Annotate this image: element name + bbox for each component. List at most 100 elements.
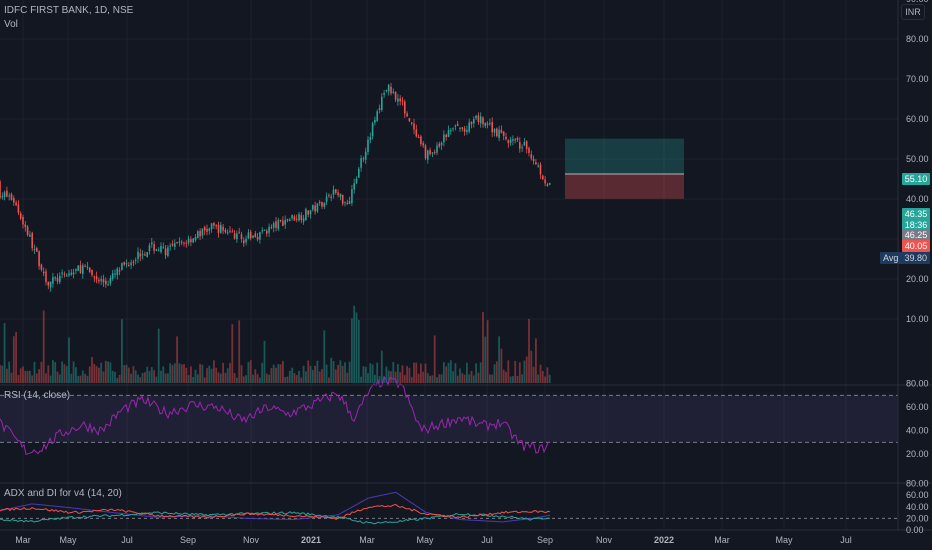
adx-line[interactable] bbox=[0, 491, 551, 523]
volume-bar bbox=[15, 332, 17, 383]
adx-title[interactable]: ADX and DI for v4 (14, 20) bbox=[4, 488, 122, 499]
candle-body bbox=[321, 201, 323, 207]
volume-bar bbox=[95, 366, 98, 383]
long-position-tool[interactable] bbox=[564, 138, 684, 199]
candle-body bbox=[178, 241, 181, 243]
volume-bar bbox=[325, 364, 328, 383]
candle-body bbox=[436, 145, 438, 153]
candle-body bbox=[328, 195, 330, 197]
candle-body bbox=[429, 149, 431, 155]
candle-body bbox=[443, 134, 445, 143]
volume-bar bbox=[3, 323, 6, 383]
candle-body bbox=[532, 158, 535, 162]
price-tick-label: 90.00 bbox=[906, 0, 929, 4]
candle-body bbox=[302, 218, 305, 222]
candle-body bbox=[233, 233, 236, 239]
candle-body bbox=[323, 202, 326, 207]
adx-tick-label: 20.00 bbox=[906, 513, 929, 523]
candle-body bbox=[240, 234, 243, 239]
rsi-title[interactable]: RSI (14, close) bbox=[4, 390, 71, 401]
volume-bar bbox=[75, 367, 77, 383]
candle-body bbox=[295, 218, 298, 220]
time-tick-label: Jul bbox=[121, 535, 133, 545]
volume-bar bbox=[265, 373, 268, 383]
volume-bar bbox=[486, 320, 489, 383]
candle-body bbox=[10, 194, 13, 200]
bar-countdown-tag: 18:36 bbox=[902, 219, 930, 231]
price-axis[interactable]: 90.0080.0070.0060.0050.0040.0030.0020.00… bbox=[906, 0, 929, 535]
volume-bar bbox=[107, 361, 109, 383]
candle-body bbox=[47, 281, 50, 286]
price-candles[interactable] bbox=[0, 82, 551, 292]
candle-body bbox=[98, 279, 100, 282]
candle-body bbox=[470, 121, 473, 125]
volume-bar bbox=[196, 374, 199, 383]
candle-body bbox=[8, 195, 10, 197]
candle-body bbox=[461, 127, 464, 129]
candle-body bbox=[330, 196, 332, 198]
candle-body bbox=[215, 225, 217, 227]
candle-body bbox=[40, 264, 43, 270]
volume-bar bbox=[426, 373, 429, 383]
adx-pane[interactable] bbox=[0, 491, 898, 525]
candle-body bbox=[266, 230, 268, 234]
volume-bar bbox=[371, 364, 374, 383]
candle-body bbox=[128, 264, 130, 266]
volume-bar bbox=[523, 360, 526, 383]
candle-body bbox=[185, 242, 188, 244]
candle-body bbox=[463, 128, 466, 132]
candle-body bbox=[254, 233, 257, 238]
di-minus-line[interactable] bbox=[0, 504, 551, 520]
candle-body bbox=[542, 175, 544, 180]
candle-body bbox=[525, 141, 528, 149]
time-axis[interactable]: Mar May Jul Sep Nov 2021 Mar May Jul Sep Nov 2022 Ma… bbox=[15, 535, 852, 545]
candle-body bbox=[1, 195, 4, 198]
volume-bar bbox=[52, 360, 54, 383]
candle-body bbox=[385, 90, 388, 92]
volume-bar bbox=[502, 369, 505, 383]
candle-body bbox=[261, 230, 263, 232]
candle-body bbox=[70, 272, 73, 275]
candle-body bbox=[445, 134, 447, 138]
candle-body bbox=[450, 130, 452, 132]
currency-badge[interactable]: INR bbox=[901, 4, 925, 20]
candle-body bbox=[293, 216, 296, 221]
candle-body bbox=[84, 265, 86, 267]
candle-body bbox=[456, 124, 459, 126]
volume-bar bbox=[19, 368, 22, 383]
volume-bar bbox=[295, 375, 298, 383]
volume-bar bbox=[390, 371, 392, 383]
rsi-pane[interactable] bbox=[0, 375, 898, 456]
candle-body bbox=[17, 204, 20, 213]
candle-body bbox=[374, 119, 376, 123]
volume-bar bbox=[479, 362, 482, 383]
candle-body bbox=[206, 228, 208, 232]
candle-body bbox=[475, 115, 477, 119]
candle-body bbox=[339, 193, 342, 198]
rsi-tick-label: 60.00 bbox=[906, 402, 929, 412]
symbol-title[interactable]: IDFC FIRST BANK, 1D, NSE bbox=[4, 5, 134, 16]
volume-bar bbox=[63, 364, 66, 383]
candle-body bbox=[486, 123, 489, 125]
candle-body bbox=[54, 277, 56, 279]
rsi-line[interactable] bbox=[0, 375, 551, 456]
volume-bar bbox=[190, 366, 192, 383]
volume-bar bbox=[185, 367, 188, 383]
volume-bar bbox=[514, 360, 517, 383]
volume-bar bbox=[351, 318, 353, 383]
volume-bar bbox=[463, 374, 466, 383]
volume-label[interactable]: Vol bbox=[4, 19, 18, 30]
volume-bar bbox=[357, 319, 360, 383]
loss-zone[interactable] bbox=[564, 174, 684, 199]
volume-bar bbox=[348, 361, 351, 383]
volume-bar bbox=[507, 360, 510, 383]
volume-bar bbox=[173, 363, 176, 383]
di-plus-line[interactable] bbox=[0, 511, 551, 525]
volume-bar bbox=[240, 365, 243, 383]
volume-bar bbox=[495, 361, 498, 383]
candle-body bbox=[88, 267, 91, 272]
pane-separators[interactable] bbox=[0, 0, 932, 531]
profit-zone[interactable] bbox=[564, 138, 684, 174]
candle-body bbox=[530, 154, 533, 159]
